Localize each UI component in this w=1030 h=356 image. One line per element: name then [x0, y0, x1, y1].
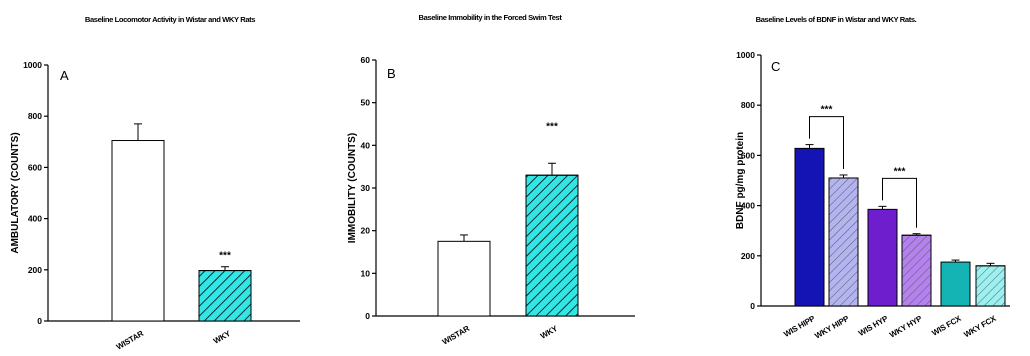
significance-bracket: *** — [882, 166, 917, 228]
y-tick-label: 50 — [361, 98, 371, 108]
y-axis-label: BDNF pg/mg protein — [735, 132, 746, 229]
x-tick-label: WIS HYP — [857, 314, 890, 338]
y-tick-label: 400 — [28, 214, 42, 224]
panel-label: C — [771, 59, 780, 74]
y-tick-label: 0 — [365, 311, 370, 321]
significance-stars: *** — [219, 251, 231, 262]
bar-immobility-0 — [437, 240, 491, 317]
significance-stars: *** — [821, 105, 833, 116]
bar-hatch-overlay — [525, 174, 579, 317]
y-tick-label: 10 — [361, 268, 371, 278]
panel-label: B — [387, 66, 396, 81]
x-tick-label: WIS HIPP — [782, 314, 817, 339]
chart-locomotor-activity: Baseline Locomotor Activity in Wistar an… — [10, 15, 300, 352]
x-tick-label: WKY — [539, 324, 560, 341]
bar-hatch-overlay — [198, 270, 252, 322]
y-tick-label: 60 — [361, 55, 371, 65]
bar-hatch-overlay — [975, 265, 1006, 307]
bar-bdnf-2 — [867, 208, 898, 307]
y-tick-label: 40 — [361, 140, 371, 150]
chart-immobility: Baseline Immobility in the Forced Swim T… — [347, 13, 635, 347]
x-tick-label: WISTAR — [441, 324, 472, 347]
y-tick-label: 0 — [37, 316, 42, 326]
y-tick-label: 0 — [750, 301, 755, 311]
panel-label: A — [60, 68, 69, 83]
bar-bdnf-4 — [940, 261, 971, 307]
bar-hatch-overlay — [828, 177, 859, 307]
x-tick-label: WKY — [212, 329, 233, 346]
bracket-line — [809, 116, 844, 169]
y-tick-label: 800 — [741, 100, 755, 110]
chart-title: Baseline Immobility in the Forced Swim T… — [418, 13, 562, 22]
y-tick-label: 20 — [361, 226, 371, 236]
bracket-line — [882, 177, 917, 228]
y-axis-label: IMMOBILITY (COUNTS) — [347, 133, 358, 243]
y-tick-label: 1000 — [23, 60, 42, 70]
x-tick-label: WIS FCX — [930, 314, 963, 338]
bar-hatch-overlay — [901, 234, 932, 307]
y-tick-label: 400 — [741, 201, 755, 211]
bar-bdnf-0 — [794, 147, 825, 307]
y-tick-label: 200 — [741, 251, 755, 261]
significance-bracket: *** — [809, 105, 844, 169]
x-tick-label: WKY HYP — [888, 314, 924, 340]
y-axis-label: AMBULATORY (COUNTS) — [10, 132, 21, 253]
y-tick-label: 600 — [28, 162, 42, 172]
significance-stars: *** — [894, 166, 906, 177]
chart-bdnf-levels: Baseline Levels of BDNF in Wistar and WK… — [735, 15, 1010, 341]
significance-stars: *** — [546, 121, 558, 132]
y-tick-label: 200 — [28, 265, 42, 275]
bar-locomotor-0 — [111, 140, 165, 322]
y-tick-label: 30 — [361, 183, 371, 193]
y-tick-label: 600 — [741, 150, 755, 160]
chart-title: Baseline Locomotor Activity in Wistar an… — [85, 15, 255, 24]
y-tick-label: 1000 — [736, 50, 755, 60]
x-tick-label: WKY FCX — [962, 314, 998, 340]
x-tick-label: WISTAR — [115, 329, 146, 352]
x-tick-label: WKY HIPP — [813, 314, 851, 341]
y-tick-label: 800 — [28, 111, 42, 121]
chart-title: Baseline Levels of BDNF in Wistar and WK… — [756, 15, 917, 24]
